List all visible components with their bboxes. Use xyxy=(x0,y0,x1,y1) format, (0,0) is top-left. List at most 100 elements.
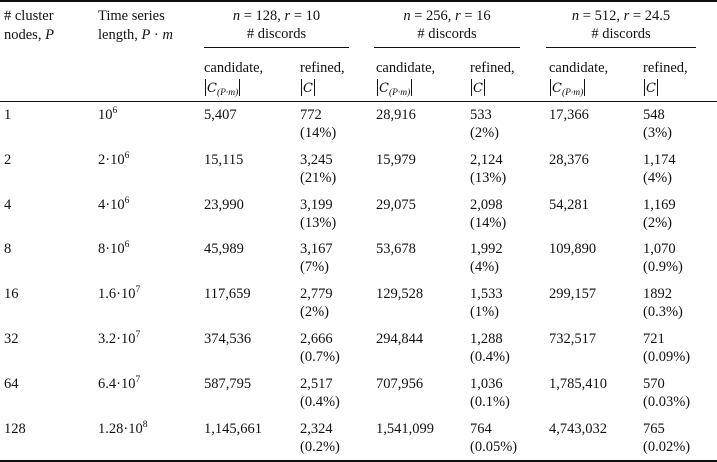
cell-p3: (0.03%) xyxy=(643,394,691,410)
cell-r3: 765 xyxy=(643,421,665,437)
cell-c2: 294,844 xyxy=(376,331,424,347)
length-exponent: 7 xyxy=(135,375,141,385)
group-3-underline xyxy=(546,47,696,48)
header-length-line2: length, P · m xyxy=(98,27,173,43)
subheader-candidate-3: candidate, xyxy=(549,60,609,76)
subheader-refined-3-symbol: C xyxy=(644,79,658,96)
cell-c1: 117,659 xyxy=(204,286,251,302)
cell-r1: 3,199 xyxy=(300,197,333,213)
table-bottom-rule xyxy=(0,460,717,462)
cell-nodes: 8 xyxy=(4,241,12,257)
subheader-candidate-1-symbol: C(P·m) xyxy=(205,79,241,98)
cell-p2: (4%) xyxy=(470,259,499,275)
cell-length: 2·106 xyxy=(98,151,130,171)
subheader-candidate-3-symbol: C(P·m) xyxy=(550,79,586,98)
cell-r2: 2,124 xyxy=(470,152,503,168)
cell-c3: 4,743,032 xyxy=(549,421,607,437)
cell-c3: 17,366 xyxy=(549,107,589,123)
cell-r3: 548 xyxy=(643,107,665,123)
subheader-refined-3: refined, xyxy=(643,60,688,76)
cell-p3: (0.09%) xyxy=(643,349,691,365)
cell-nodes: 128 xyxy=(4,421,26,437)
length-exponent: 7 xyxy=(135,285,141,295)
cell-c2: 28,916 xyxy=(376,107,416,123)
cell-length: 4·106 xyxy=(98,196,129,216)
cell-r3: 1,174 xyxy=(643,152,676,168)
cell-c1: 23,990 xyxy=(204,197,244,213)
subheader-candidate-1: candidate, xyxy=(204,60,264,76)
group-2-underline xyxy=(374,47,520,48)
length-base: 8·10 xyxy=(98,241,125,257)
length-exponent: 7 xyxy=(135,330,141,340)
length-base: 1.28·10 xyxy=(98,421,143,437)
cell-p1: (7%) xyxy=(300,259,329,275)
cell-p1: (0.7%) xyxy=(300,349,340,365)
cell-r3: 1892 xyxy=(643,286,672,302)
cell-c3: 109,890 xyxy=(549,241,597,257)
cell-r1: 2,517 xyxy=(300,376,333,392)
cell-nodes: 4 xyxy=(4,197,12,213)
group-1-underline xyxy=(204,47,349,48)
cell-r2: 533 xyxy=(470,107,492,123)
cell-p2: (0.4%) xyxy=(470,349,510,365)
cell-p3: (0.9%) xyxy=(643,259,683,275)
cell-length: 106 xyxy=(98,106,117,126)
subheader-refined-2-symbol: C xyxy=(471,79,485,96)
subheader-refined-2: refined, xyxy=(470,60,515,76)
cell-c1: 1,145,661 xyxy=(204,421,262,437)
cell-p1: (21%) xyxy=(300,170,337,186)
group-3-params: n = 512, r = 24.5 xyxy=(571,8,671,24)
cell-c3: 54,281 xyxy=(549,197,589,213)
cell-r3: 721 xyxy=(643,331,665,347)
cell-p1: (0.2%) xyxy=(300,439,340,455)
cell-length: 3.2·107 xyxy=(98,330,141,350)
group-2-label: # discords xyxy=(417,26,477,42)
cell-p2: (0.05%) xyxy=(470,439,518,455)
cell-r2: 1,288 xyxy=(470,331,503,347)
cell-r2: 1,036 xyxy=(470,376,503,392)
cell-p1: (13%) xyxy=(300,215,337,231)
subheader-refined-1-symbol: C xyxy=(301,79,315,96)
cell-c1: 5,407 xyxy=(204,107,237,123)
cell-nodes: 16 xyxy=(4,286,19,302)
cell-p3: (3%) xyxy=(643,125,672,141)
cell-r1: 3,245 xyxy=(300,152,333,168)
cell-nodes: 64 xyxy=(4,376,19,392)
group-2-params: n = 256, r = 16 xyxy=(403,8,491,24)
cell-c3: 1,785,410 xyxy=(549,376,607,392)
length-base: 1.6·10 xyxy=(98,286,136,302)
length-exponent: 6 xyxy=(124,151,130,161)
group-3-label: # discords xyxy=(591,26,651,42)
cell-length: 6.4·107 xyxy=(98,375,141,395)
cell-c2: 707,956 xyxy=(376,376,424,392)
header-length-line1: Time series xyxy=(98,8,165,24)
cell-r3: 1,070 xyxy=(643,241,676,257)
length-base: 4·10 xyxy=(98,197,125,213)
group-1-label: # discords xyxy=(246,26,307,42)
cell-r3: 570 xyxy=(643,376,665,392)
cell-c3: 299,157 xyxy=(549,286,597,302)
cell-c1: 15,115 xyxy=(204,152,244,168)
length-base: 10 xyxy=(98,107,113,123)
cell-p3: (0.3%) xyxy=(643,304,683,320)
cell-c2: 15,979 xyxy=(376,152,416,168)
cell-nodes: 2 xyxy=(4,152,12,168)
cell-length: 1.28·108 xyxy=(98,420,147,440)
cell-nodes: 32 xyxy=(4,331,19,347)
cell-r1: 2,666 xyxy=(300,331,333,347)
cell-c1: 45,989 xyxy=(204,241,244,257)
cell-r2: 1,533 xyxy=(470,286,503,302)
cell-c2: 29,075 xyxy=(376,197,416,213)
cell-r2: 764 xyxy=(470,421,492,437)
cell-p2: (14%) xyxy=(470,215,507,231)
length-base: 6.4·10 xyxy=(98,376,136,392)
cell-p2: (1%) xyxy=(470,304,499,320)
group-1-params: n = 128, r = 10 xyxy=(232,8,321,24)
cell-length: 8·106 xyxy=(98,240,129,260)
cell-r1: 2,324 xyxy=(300,421,333,437)
cell-r2: 1,992 xyxy=(470,241,503,257)
cell-p3: (0.02%) xyxy=(643,439,691,455)
cell-p3: (2%) xyxy=(643,215,672,231)
subheader-candidate-2: candidate, xyxy=(376,60,436,76)
subheader-refined-1: refined, xyxy=(300,60,345,76)
